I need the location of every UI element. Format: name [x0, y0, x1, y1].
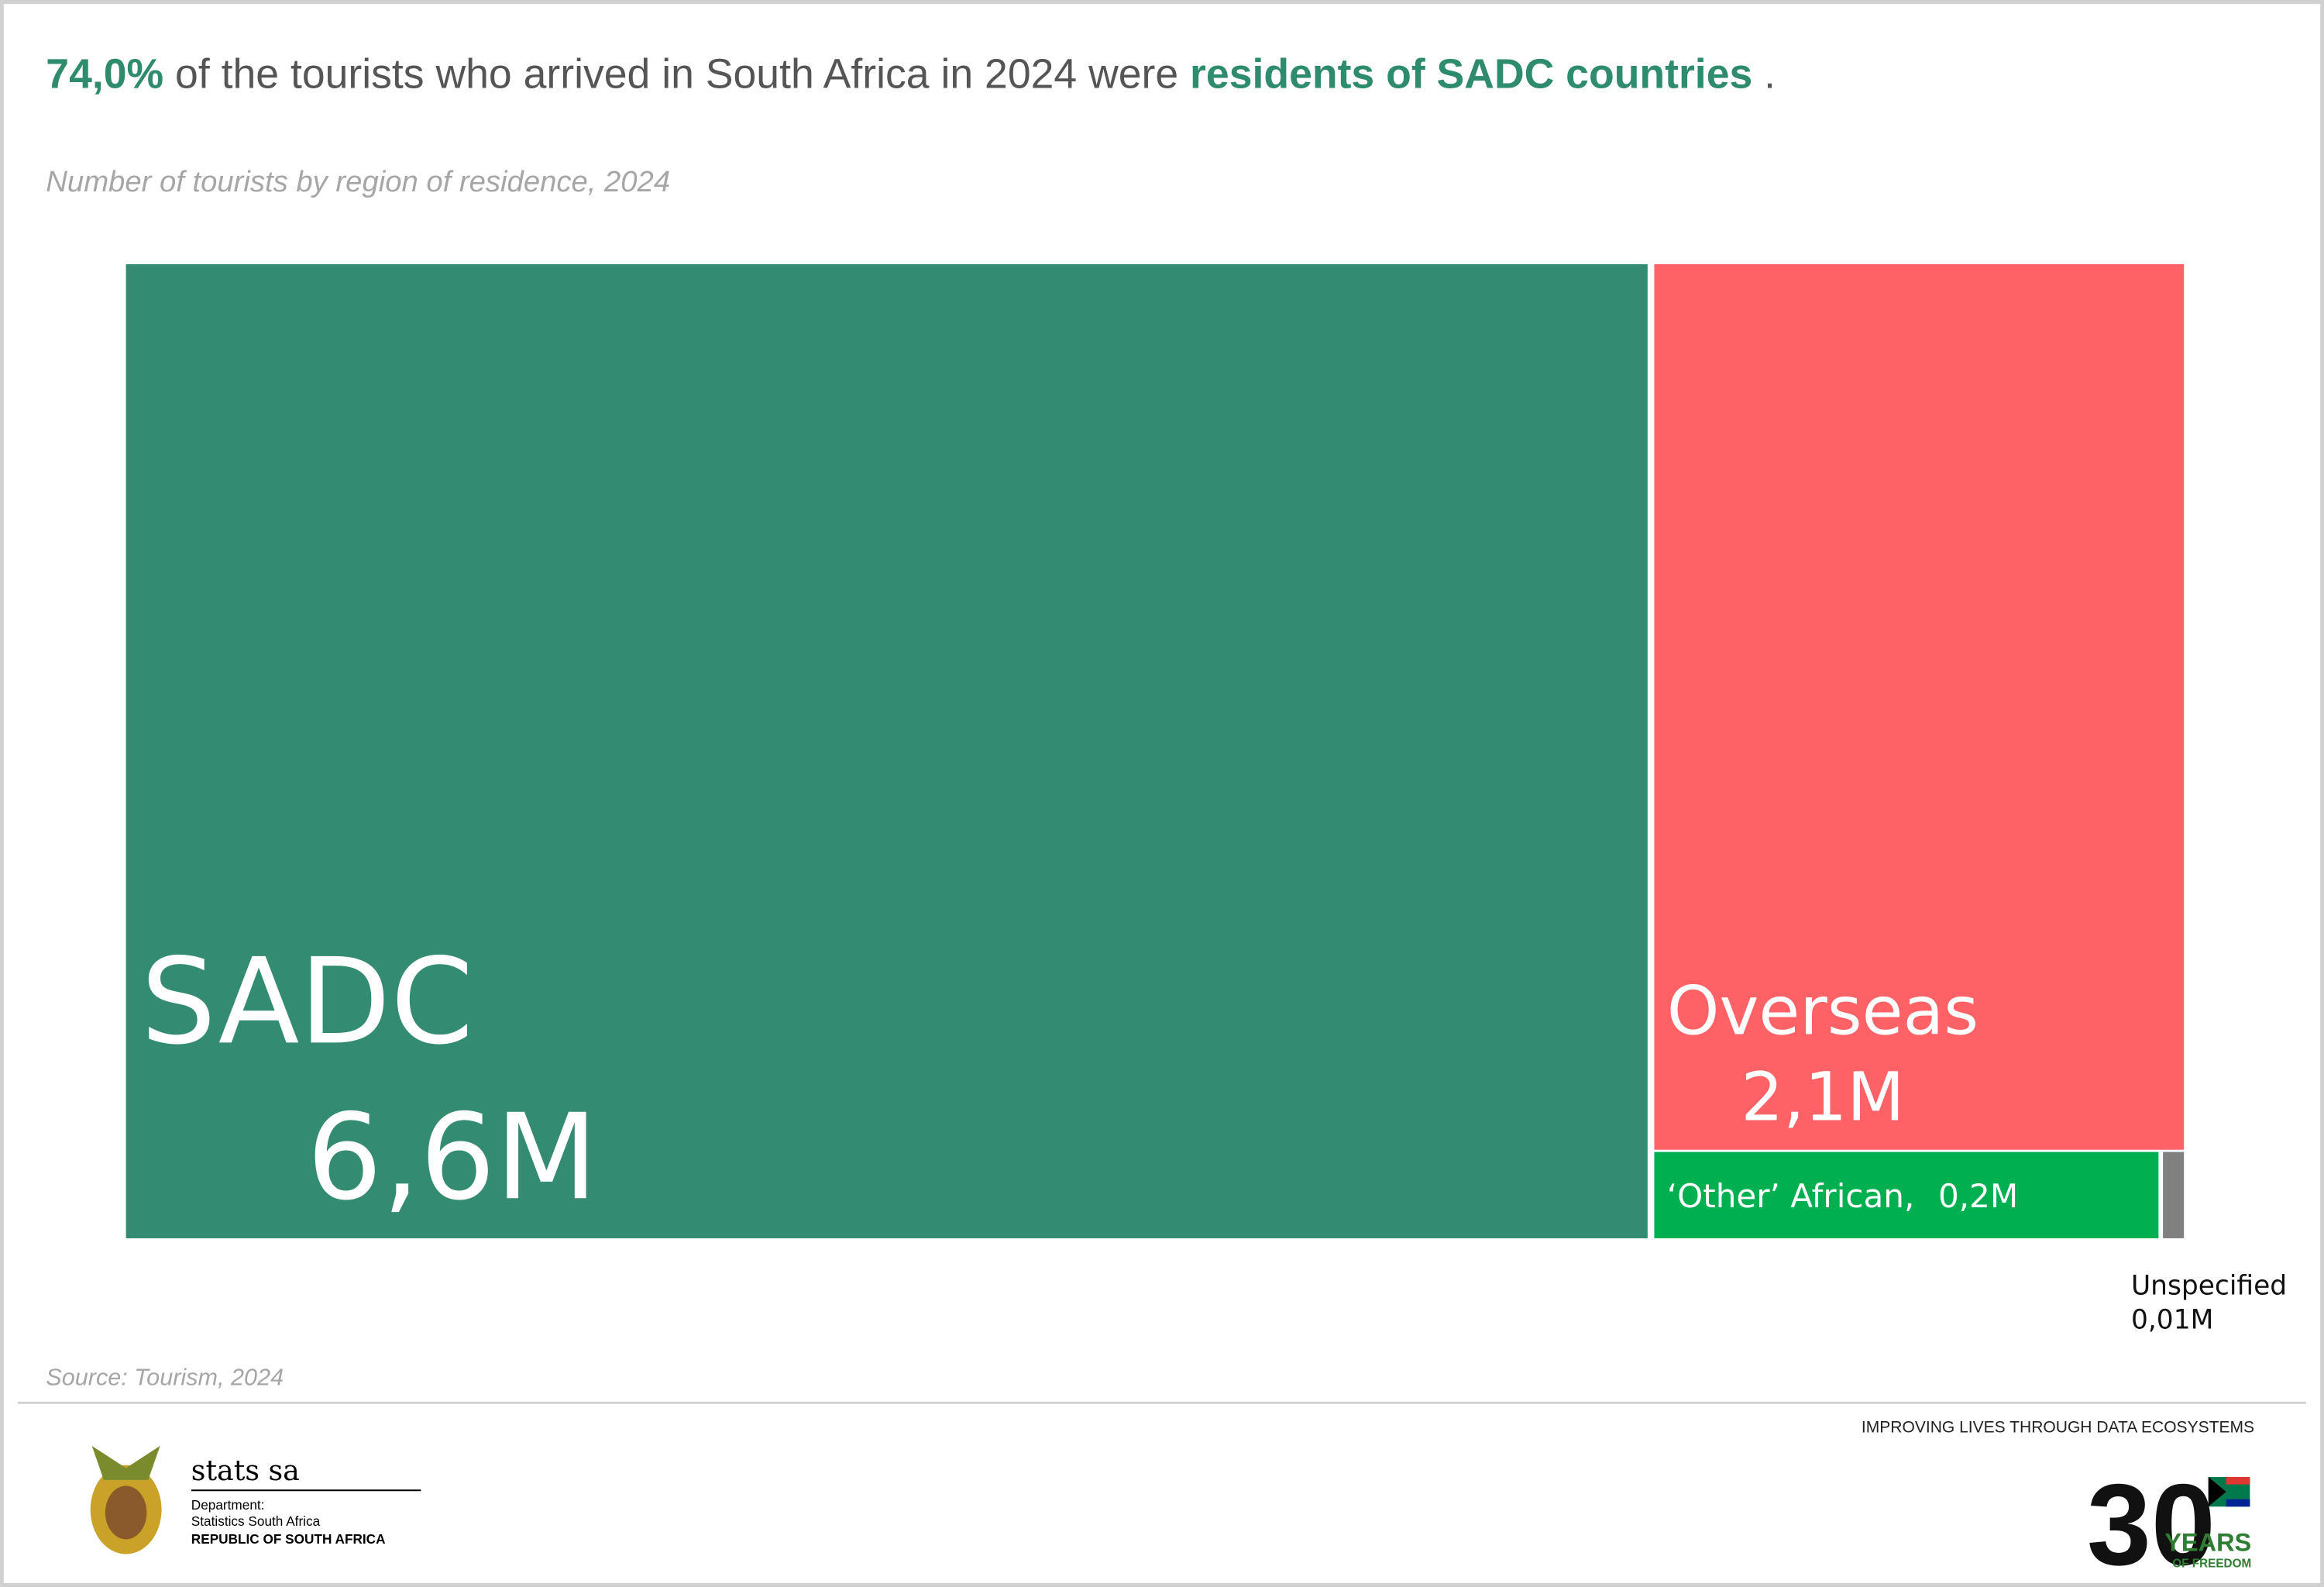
tile	[1654, 1152, 2159, 1238]
eagle	[91, 1445, 160, 1480]
freedom: OF FREEDOM	[2172, 1558, 2251, 1571]
title-highlight: residents of SADC countries	[1190, 51, 1752, 97]
value-label: 6,6M	[307, 1089, 597, 1227]
tile-label: ‘Other’ African, 0,2M	[1667, 1177, 2019, 1215]
source: Source: Tourism, 2024	[46, 1364, 284, 1390]
flag-triangle	[2208, 1477, 2226, 1507]
value-label: 0,01M	[2131, 1305, 2213, 1336]
chart-subtitle: Number of tourists by region of residenc…	[46, 165, 670, 198]
category-name: ‘Other’ African,	[1667, 1177, 1915, 1215]
anniversary: 30	[2087, 1460, 2216, 1587]
slogan: IMPROVING LIVES THROUGH DATA ECOSYSTEMS	[1862, 1419, 2254, 1437]
tile-label: Overseas	[1667, 973, 1978, 1050]
tile	[125, 263, 1648, 1238]
logo-right: IMPROVING LIVES THROUGH DATA ECOSYSTEMS …	[1862, 1419, 2254, 1587]
country: REPUBLIC OF SOUTH AFRICA	[191, 1531, 386, 1547]
tile-label: Unspecified	[2131, 1271, 2287, 1302]
title-text: of the tourists who arrived in South Afr…	[163, 51, 1190, 97]
agency: Statistics South Africa	[191, 1513, 321, 1529]
years: YEARS	[2164, 1529, 2251, 1557]
title-highlight: 74,0%	[46, 51, 163, 97]
tile-label: SADC	[141, 933, 473, 1071]
department: Department:	[191, 1497, 265, 1513]
brand: stats sa	[191, 1454, 300, 1487]
value-label: 0,2M	[1938, 1177, 2018, 1215]
logo-left: stats sa Department: Statistics South Af…	[90, 1445, 421, 1554]
flag-blue	[2226, 1499, 2250, 1507]
title-text: .	[1752, 51, 1776, 97]
tile	[1654, 263, 2185, 1150]
flag-red	[2226, 1477, 2250, 1485]
chart-title: 74,0% of the tourists who arrived in Sou…	[46, 51, 1776, 97]
shield	[105, 1485, 147, 1540]
tile	[2163, 1152, 2185, 1238]
value-label: 2,1M	[1741, 1059, 1904, 1136]
